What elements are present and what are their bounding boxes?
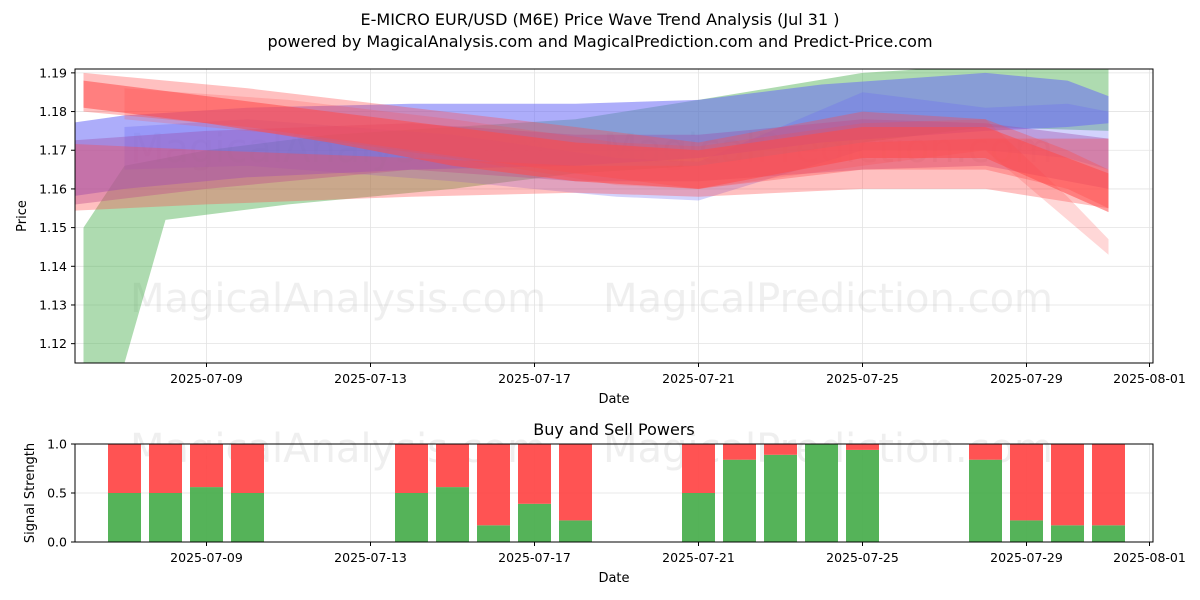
price-band-red — [75, 138, 1109, 211]
watermark-prediction: MagicalPrediction.com — [603, 276, 1053, 322]
price-axes-frame — [74, 68, 1154, 364]
buy-bar — [805, 444, 838, 542]
x-tick-label: 2025-07-17 — [498, 371, 571, 386]
x-tick-label: 2025-08-01 — [1113, 550, 1186, 565]
buy-bar — [682, 493, 715, 542]
buy-bar — [395, 493, 428, 542]
buy-bar — [477, 525, 510, 542]
price-band-red — [124, 88, 1109, 255]
x-tick-label: 2025-07-29 — [990, 550, 1063, 565]
buy-bar — [149, 493, 182, 542]
x-tick-label: 2025-07-29 — [990, 371, 1063, 386]
signal-bars — [108, 444, 1125, 542]
sell-bar — [969, 444, 1002, 460]
buy-bar — [1051, 525, 1084, 542]
signal-x-label: Date — [598, 571, 629, 586]
sell-bar — [1092, 444, 1125, 526]
signal-title: Buy and Sell Powers — [533, 420, 695, 439]
buy-bar — [559, 520, 592, 542]
price-x-ticks: 2025-07-09 2025-07-13 2025-07-17 2025-07-21… — [170, 363, 1186, 386]
x-tick-label: 2025-07-13 — [334, 371, 407, 386]
y-tick-label: 1.0 — [47, 437, 67, 452]
y-tick-label: 1.18 — [39, 104, 67, 119]
x-tick-label: 2025-07-21 — [662, 550, 735, 565]
buy-bar — [518, 503, 551, 542]
price-y-ticks: 1.12 1.13 1.14 1.15 1.16 1.17 1.18 1.19 — [39, 65, 75, 351]
x-tick-label: 2025-07-09 — [170, 550, 243, 565]
y-tick-label: 1.13 — [39, 297, 67, 312]
signal-y-label: Signal Strength — [23, 443, 38, 543]
buy-bar — [969, 459, 1002, 542]
buy-bar — [723, 459, 756, 542]
buy-bar — [1010, 520, 1043, 542]
buy-bar — [436, 487, 469, 542]
chart-subtitle: powered by MagicalAnalysis.com and Magic… — [267, 32, 932, 51]
y-tick-label: 0.5 — [47, 486, 67, 501]
x-tick-label: 2025-07-09 — [170, 371, 243, 386]
y-tick-label: 1.17 — [39, 143, 67, 158]
sell-bar — [108, 444, 141, 493]
x-tick-label: 2025-08-01 — [1113, 371, 1186, 386]
y-tick-label: 1.15 — [39, 220, 67, 235]
price-band-blue — [75, 72, 1109, 196]
buy-bar — [764, 454, 797, 542]
x-tick-label: 2025-07-13 — [334, 550, 407, 565]
price-bands — [75, 69, 1109, 363]
price-panel: MagicalAnalysis.com MagicalPrediction.co… — [15, 65, 1186, 407]
price-y-label: Price — [15, 200, 30, 232]
x-tick-label: 2025-07-25 — [826, 550, 899, 565]
sell-bar — [190, 444, 223, 488]
watermark-analysis: MagicalAnalysis.com — [130, 276, 546, 322]
x-tick-label: 2025-07-25 — [826, 371, 899, 386]
buy-bar — [231, 493, 264, 542]
sell-bar — [477, 444, 510, 526]
signal-y-ticks: 0.0 0.5 1.0 — [47, 437, 75, 550]
y-tick-label: 1.16 — [39, 181, 67, 196]
sell-bar — [1010, 444, 1043, 521]
sell-bar — [723, 444, 756, 460]
x-tick-label: 2025-07-17 — [498, 550, 571, 565]
sell-bar — [149, 444, 182, 493]
price-band-red — [83, 72, 1109, 209]
sell-bar — [682, 444, 715, 493]
y-tick-label: 0.0 — [47, 535, 67, 550]
y-tick-label: 1.19 — [39, 65, 67, 80]
signal-x-ticks: 2025-07-09 2025-07-13 2025-07-17 2025-07-21… — [170, 542, 1186, 565]
y-tick-label: 1.12 — [39, 336, 67, 351]
price-bands-clipped — [75, 69, 1109, 363]
price-band-blue — [124, 92, 1109, 201]
buy-bar — [108, 493, 141, 542]
y-tick-label: 1.14 — [39, 259, 67, 274]
signal-panel: Buy and Sell Powers MagicalAnalysis.com … — [23, 420, 1186, 586]
sell-bar — [231, 444, 264, 493]
chart-title: E-MICRO EUR/USD (M6E) Price Wave Trend A… — [361, 10, 840, 29]
x-tick-label: 2025-07-21 — [662, 371, 735, 386]
sell-bar — [518, 444, 551, 504]
price-band-red — [83, 80, 1109, 213]
price-x-label: Date — [598, 392, 629, 407]
sell-bar — [559, 444, 592, 521]
sell-bar — [764, 444, 797, 455]
sell-bar — [1051, 444, 1084, 526]
sell-bar — [846, 444, 879, 450]
buy-bar — [190, 487, 223, 542]
buy-bar — [1092, 525, 1125, 542]
sell-bar — [436, 444, 469, 488]
buy-bar — [846, 449, 879, 542]
sell-bar — [395, 444, 428, 493]
